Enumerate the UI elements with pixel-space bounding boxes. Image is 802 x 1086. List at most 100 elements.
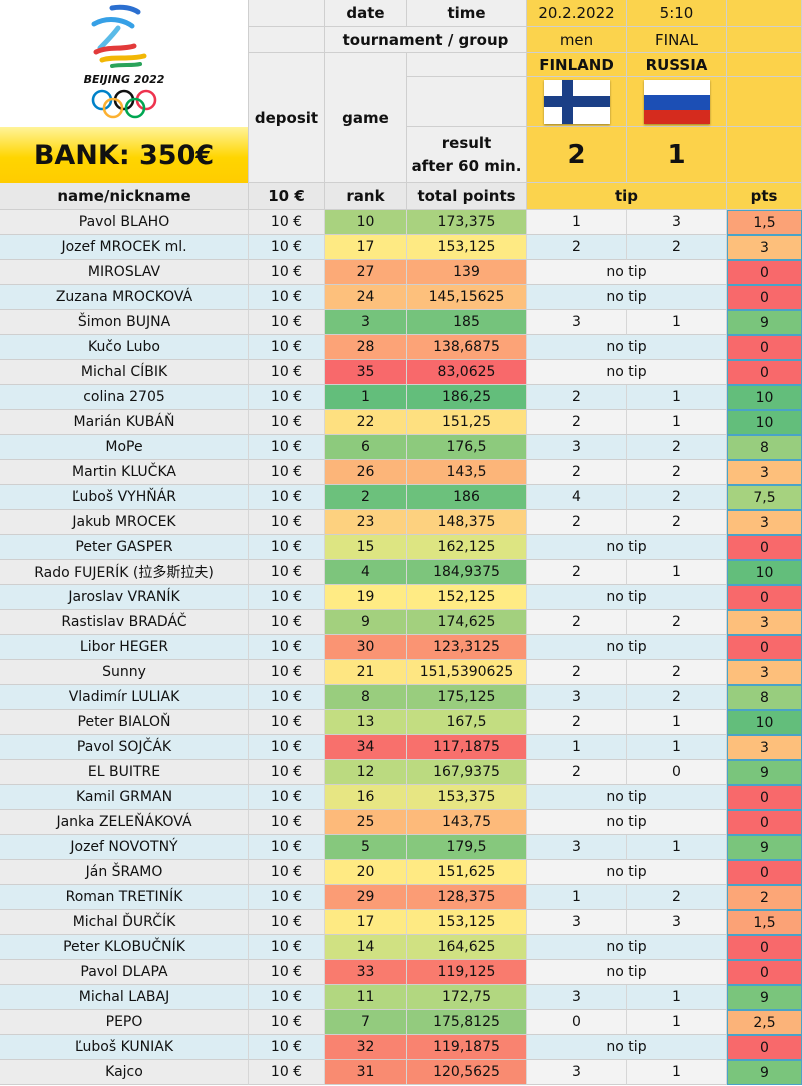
total-points-cell: 172,75 xyxy=(407,985,527,1010)
total-points-cell: 152,125 xyxy=(407,585,527,610)
pts-cell: 9 xyxy=(727,310,802,335)
header-blank-1 xyxy=(249,0,325,27)
participant-name: Marián KUBÁŇ xyxy=(0,410,249,435)
no-tip-cell: no tip xyxy=(527,335,727,360)
tip-team2-cell: 2 xyxy=(627,435,727,460)
table-row: Zuzana MROCKOVÁ 10 €24 145,15625 no tip 0 xyxy=(0,285,802,310)
participant-name: Rastislav BRADÁČ xyxy=(0,610,249,635)
tip-team1-cell: 2 xyxy=(527,710,627,735)
rank-cell: 22 xyxy=(325,410,407,435)
table-row: Janka ZELEŇÁKOVÁ 10 €25 143,75 no tip 0 xyxy=(0,810,802,835)
deposit-cell: 10 € xyxy=(249,335,325,360)
rank-cell: 1 xyxy=(325,385,407,410)
beijing-2022-logo: BEIJING 2022 xyxy=(0,0,249,127)
deposit-cell: 10 € xyxy=(249,1060,325,1085)
total-points-cell: 153,125 xyxy=(407,910,527,935)
header-blank-2 xyxy=(727,0,802,27)
rank-cell: 13 xyxy=(325,710,407,735)
tip-team2-cell: 3 xyxy=(627,210,727,235)
pts-cell: 3 xyxy=(727,510,802,535)
team1-name: FINLAND xyxy=(527,53,627,77)
deposit-cell: 10 € xyxy=(249,585,325,610)
participant-name: Sunny xyxy=(0,660,249,685)
rank-cell: 19 xyxy=(325,585,407,610)
table-row: Ľuboš VYHŇÁR 10 €2 186 4 2 7,5 xyxy=(0,485,802,510)
pts-cell: 0 xyxy=(727,860,802,885)
participant-name: Michal LABAJ xyxy=(0,985,249,1010)
participant-name: Peter BIALOŇ xyxy=(0,710,249,735)
tip-team2-cell: 1 xyxy=(627,735,727,760)
rank-cell: 9 xyxy=(325,610,407,635)
total-points-cell: 167,5 xyxy=(407,710,527,735)
table-row: Pavol DLAPA 10 €33 119,125 no tip 0 xyxy=(0,960,802,985)
tip-team1-cell: 2 xyxy=(527,610,627,635)
pts-cell: 3 xyxy=(727,610,802,635)
logo-text: BEIJING 2022 xyxy=(84,73,165,86)
table-row: Jozef MROCEK ml. 10 €17 153,125 2 2 3 xyxy=(0,235,802,260)
deposit-cell: 10 € xyxy=(249,960,325,985)
header-blank-4 xyxy=(727,27,802,53)
tip-team1-cell: 3 xyxy=(527,1060,627,1085)
participant-name: Rado FUJERÍK (拉多斯拉夫) xyxy=(0,560,249,585)
pts-cell: 0 xyxy=(727,585,802,610)
rank-cell: 31 xyxy=(325,1060,407,1085)
rank-cell: 20 xyxy=(325,860,407,885)
table-row: Rado FUJERÍK (拉多斯拉夫) 10 €4 184,9375 2 1 10 xyxy=(0,560,802,585)
tip-team2-cell: 1 xyxy=(627,310,727,335)
total-points-cell: 123,3125 xyxy=(407,635,527,660)
total-points-cell: 184,9375 xyxy=(407,560,527,585)
no-tip-cell: no tip xyxy=(527,360,727,385)
rank-cell: 35 xyxy=(325,360,407,385)
header-blank-5 xyxy=(407,53,527,77)
rank-cell: 26 xyxy=(325,460,407,485)
total-points-cell: 179,5 xyxy=(407,835,527,860)
group-value: FINAL xyxy=(627,27,727,53)
no-tip-cell: no tip xyxy=(527,785,727,810)
col-deposit-header: 10 € xyxy=(249,183,325,210)
pts-cell: 9 xyxy=(727,835,802,860)
total-points-cell: 83,0625 xyxy=(407,360,527,385)
participant-name: Zuzana MROCKOVÁ xyxy=(0,285,249,310)
table-row: Peter KLOBUČNÍK 10 €14 164,625 no tip 0 xyxy=(0,935,802,960)
pts-cell: 0 xyxy=(727,810,802,835)
no-tip-cell: no tip xyxy=(527,260,727,285)
tip-team1-cell: 2 xyxy=(527,510,627,535)
rank-cell: 15 xyxy=(325,535,407,560)
table-row: colina 2705 10 €1 186,25 2 1 10 xyxy=(0,385,802,410)
no-tip-cell: no tip xyxy=(527,935,727,960)
table-row: Michal CÍBIK 10 €35 83,0625 no tip 0 xyxy=(0,360,802,385)
col-pts-header: pts xyxy=(727,183,802,210)
deposit-cell: 10 € xyxy=(249,560,325,585)
pts-cell: 10 xyxy=(727,385,802,410)
deposit-cell: 10 € xyxy=(249,810,325,835)
total-points-cell: 164,625 xyxy=(407,935,527,960)
tip-team1-cell: 3 xyxy=(527,685,627,710)
participant-name: Jozef NOVOTNÝ xyxy=(0,835,249,860)
table-row: EL BUITRE 10 €12 167,9375 2 0 9 xyxy=(0,760,802,785)
total-points-cell: 173,375 xyxy=(407,210,527,235)
tip-team2-cell: 1 xyxy=(627,985,727,1010)
deposit-cell: 10 € xyxy=(249,310,325,335)
pts-cell: 8 xyxy=(727,685,802,710)
table-row: Pavol BLAHO 10 €10 173,375 1 3 1,5 xyxy=(0,210,802,235)
table-row: Marián KUBÁŇ 10 €22 151,25 2 1 10 xyxy=(0,410,802,435)
participant-name: Janka ZELEŇÁKOVÁ xyxy=(0,810,249,835)
deposit-cell: 10 € xyxy=(249,885,325,910)
participant-name: PEPO xyxy=(0,1010,249,1035)
total-points-cell: 128,375 xyxy=(407,885,527,910)
rank-cell: 3 xyxy=(325,310,407,335)
tip-team1-cell: 2 xyxy=(527,660,627,685)
no-tip-cell: no tip xyxy=(527,960,727,985)
deposit-cell: 10 € xyxy=(249,860,325,885)
participant-name: Kajco xyxy=(0,1060,249,1085)
no-tip-cell: no tip xyxy=(527,1035,727,1060)
tournament-label: tournament / group xyxy=(325,27,527,53)
pts-cell: 7,5 xyxy=(727,485,802,510)
result-label-line2: after 60 min. xyxy=(411,156,522,175)
participant-name: Michal ĎURČÍK xyxy=(0,910,249,935)
participant-name: Ľuboš KUNIAK xyxy=(0,1035,249,1060)
rank-cell: 21 xyxy=(325,660,407,685)
table-row: Kajco 10 €31 120,5625 3 1 9 xyxy=(0,1060,802,1085)
rank-cell: 28 xyxy=(325,335,407,360)
header-blank-8 xyxy=(727,77,802,127)
